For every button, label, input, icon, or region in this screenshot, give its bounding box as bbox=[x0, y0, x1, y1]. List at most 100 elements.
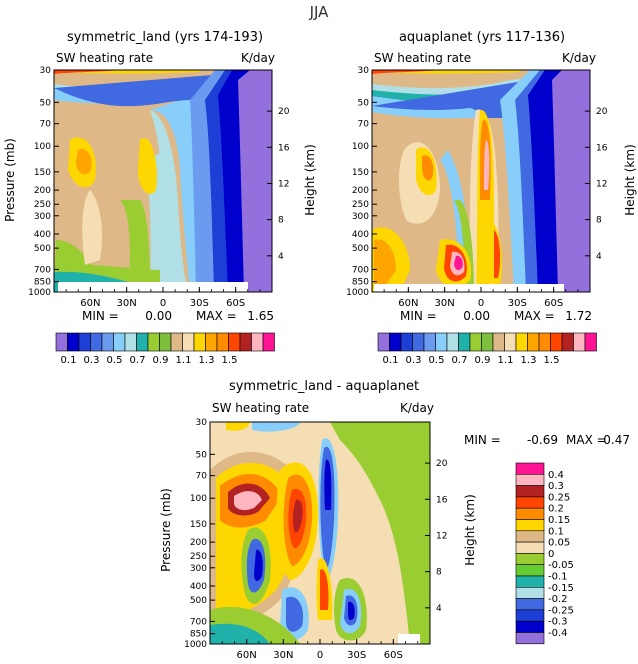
colorbar-swatch bbox=[78, 332, 91, 352]
y-tick-label: 100 bbox=[34, 142, 51, 152]
colorbar-swatch bbox=[515, 496, 545, 509]
y-tick-label: 30 bbox=[196, 418, 208, 428]
colorbar-swatch bbox=[458, 332, 471, 352]
height-tick-label: 16 bbox=[436, 495, 448, 505]
colorbar-label: 0.3 bbox=[406, 355, 422, 366]
colorbar-swatch bbox=[515, 586, 545, 599]
colorbar-swatch bbox=[147, 332, 160, 352]
colorbar-swatch bbox=[515, 473, 545, 486]
y-tick-label: 1000 bbox=[346, 288, 369, 298]
colorbar-swatch bbox=[389, 332, 402, 352]
height-tick-label: 20 bbox=[436, 459, 448, 469]
height-tick-label: 8 bbox=[278, 216, 284, 226]
panel-symmetric-land: symmetric_land (yrs 174-193) SW heating … bbox=[3, 30, 317, 366]
y-tick-label: 850 bbox=[352, 278, 369, 288]
units-label: K/day bbox=[400, 401, 434, 415]
colorbar-swatch bbox=[550, 332, 563, 352]
colorbar-swatch bbox=[515, 519, 545, 532]
y-tick-label: 50 bbox=[196, 450, 208, 460]
height-tick-label: 16 bbox=[278, 143, 290, 153]
panel-difference: symmetric_land - aquaplanet SW heating r… bbox=[159, 379, 630, 661]
colorbar-label: -0.4 bbox=[548, 628, 568, 639]
colorbar-label: 0.05 bbox=[548, 538, 570, 549]
colorbar-label: 0.3 bbox=[548, 481, 564, 492]
colorbar-swatch bbox=[239, 332, 252, 352]
colorbar-swatch bbox=[515, 564, 545, 577]
x-tick-label: 30S bbox=[508, 298, 527, 309]
left-label: SW heating rate bbox=[56, 51, 153, 65]
colorbar-swatch bbox=[515, 553, 545, 566]
min-label: MIN = bbox=[464, 433, 501, 447]
colorbar-swatch bbox=[101, 332, 114, 352]
panel-title: aquaplanet (yrs 117-136) bbox=[399, 30, 565, 45]
x-tick-label: 60N bbox=[398, 298, 418, 309]
colorbar-swatch bbox=[113, 332, 126, 352]
left-label: SW heating rate bbox=[212, 401, 309, 415]
colorbar-swatch bbox=[262, 332, 275, 352]
y-axis-title: Pressure (mb) bbox=[3, 138, 17, 222]
colorbar-swatch bbox=[515, 507, 545, 520]
colorbar-swatch bbox=[515, 332, 528, 352]
colorbar-swatch bbox=[561, 332, 574, 352]
units-label: K/day bbox=[562, 51, 596, 65]
colorbar-label: 0.5 bbox=[429, 355, 445, 366]
y-tick-label: 30 bbox=[358, 66, 370, 76]
y-tick-label: 70 bbox=[196, 472, 208, 482]
x-tick-label: 30S bbox=[347, 650, 366, 661]
height-tick-label: 20 bbox=[278, 107, 290, 117]
y-tick-label: 100 bbox=[352, 142, 369, 152]
colorbar-swatch bbox=[504, 332, 517, 352]
y-tick-label: 150 bbox=[352, 168, 369, 178]
colorbar-label: 0.9 bbox=[153, 355, 169, 366]
colorbar-label: 1.1 bbox=[498, 355, 514, 366]
height-tick-label: 4 bbox=[596, 252, 602, 262]
x-tick-label: 30S bbox=[190, 298, 209, 309]
y-tick-label: 30 bbox=[40, 66, 52, 76]
height-tick-label: 4 bbox=[278, 252, 284, 262]
max-label: MAX = bbox=[196, 309, 237, 323]
y2-axis-title: Height (km) bbox=[623, 144, 637, 215]
y-tick-label: 300 bbox=[352, 212, 369, 222]
colorbar-swatch bbox=[90, 332, 103, 352]
colorbar-swatch bbox=[446, 332, 459, 352]
y-tick-label: 200 bbox=[190, 538, 207, 548]
y-tick-label: 50 bbox=[358, 98, 370, 108]
x-tick-label: 60N bbox=[237, 650, 257, 661]
colorbar-label: 1.5 bbox=[222, 355, 238, 366]
colorbar-swatch bbox=[159, 332, 172, 352]
colorbar-swatch bbox=[67, 332, 80, 352]
colorbar-label: 0 bbox=[548, 549, 554, 560]
colorbar-label: 0.7 bbox=[452, 355, 468, 366]
y-tick-label: 70 bbox=[358, 120, 370, 130]
min-label: MIN = bbox=[400, 309, 437, 323]
x-tick-label: 0 bbox=[160, 298, 166, 309]
y-tick-label: 250 bbox=[190, 552, 207, 562]
panel-aquaplanet: aquaplanet (yrs 117-136) SW heating rate… bbox=[346, 30, 637, 366]
y-tick-label: 150 bbox=[34, 168, 51, 178]
height-tick-label: 4 bbox=[436, 604, 442, 614]
colorbar-swatch bbox=[515, 530, 545, 543]
colorbar-swatch bbox=[205, 332, 218, 352]
colorbar-swatch bbox=[515, 462, 545, 475]
colorbar-label: -0.1 bbox=[548, 572, 568, 583]
colorbar-swatch bbox=[228, 332, 241, 352]
height-tick-label: 16 bbox=[596, 143, 608, 153]
y-tick-label: 700 bbox=[34, 265, 51, 275]
y-tick-label: 300 bbox=[34, 212, 51, 222]
colorbar-label: 0.9 bbox=[475, 355, 491, 366]
y-tick-label: 850 bbox=[190, 630, 207, 640]
colorbar-swatch bbox=[573, 332, 586, 352]
colorbar-swatch bbox=[515, 485, 545, 498]
min-value: -0.69 bbox=[527, 433, 558, 447]
x-tick-label: 0 bbox=[478, 298, 484, 309]
y-axis-title: Pressure (mb) bbox=[159, 488, 173, 572]
colorbar-label: -0.15 bbox=[548, 583, 574, 594]
max-label: MAX = bbox=[566, 433, 607, 447]
colorbar-label: -0.3 bbox=[548, 617, 568, 628]
colorbar-swatch bbox=[469, 332, 482, 352]
min-label: MIN = bbox=[82, 309, 119, 323]
colorbar-label: 0.5 bbox=[107, 355, 123, 366]
height-tick-label: 20 bbox=[596, 107, 608, 117]
y-tick-label: 1000 bbox=[184, 640, 207, 650]
